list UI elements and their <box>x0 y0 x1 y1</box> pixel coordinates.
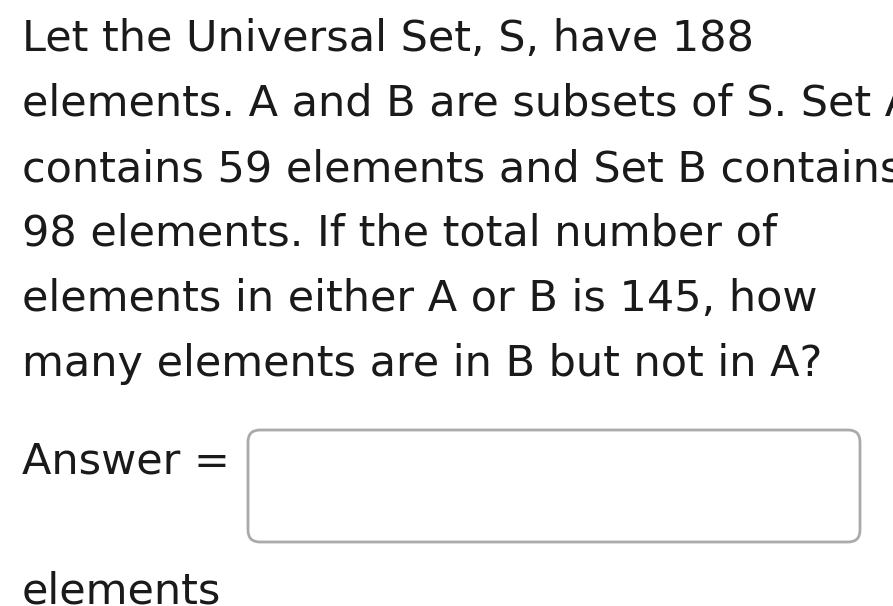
Text: Answer =: Answer = <box>22 441 244 483</box>
Text: Let the Universal Set, S, have 188: Let the Universal Set, S, have 188 <box>22 18 754 60</box>
Text: many elements are in B but not in A?: many elements are in B but not in A? <box>22 343 822 385</box>
Text: 98 elements. If the total number of: 98 elements. If the total number of <box>22 213 777 255</box>
FancyBboxPatch shape <box>248 430 860 542</box>
Text: elements in either A or B is 145, how: elements in either A or B is 145, how <box>22 278 817 320</box>
Text: elements: elements <box>22 570 221 606</box>
Text: contains 59 elements and Set B contains: contains 59 elements and Set B contains <box>22 148 893 190</box>
Text: elements. A and B are subsets of S. Set A: elements. A and B are subsets of S. Set … <box>22 83 893 125</box>
